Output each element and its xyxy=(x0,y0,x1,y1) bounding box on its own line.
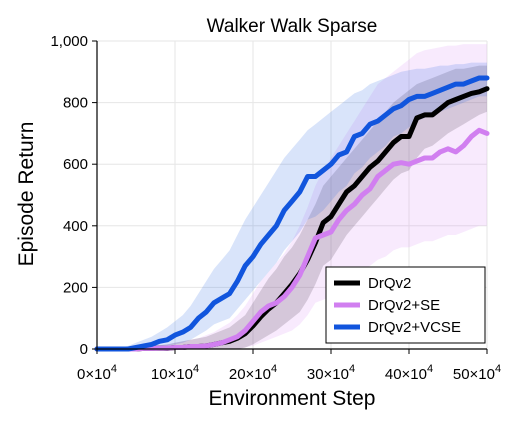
confidence-band xyxy=(97,62,487,349)
y-tick-label: 0 xyxy=(80,341,88,358)
x-tick-labels: 0×104 10×104 20×104 30×104 40×104 50×104 xyxy=(77,363,501,383)
legend-label: DrQv2+VCSE xyxy=(368,319,461,336)
legend: DrQv2 DrQv2+SE DrQv2+VCSE xyxy=(325,266,486,344)
series-lines xyxy=(94,75,490,352)
y-tick-label: 200 xyxy=(63,279,88,296)
axes xyxy=(92,40,488,354)
x-tick-label: 30×104 xyxy=(307,363,355,383)
confidence-bands xyxy=(97,44,487,349)
x-tick-label: 20×104 xyxy=(229,363,277,383)
y-axis-label: Episode Return xyxy=(15,122,38,267)
chart-title: Walker Walk Sparse xyxy=(207,16,378,37)
legend-label: DrQv2 xyxy=(368,275,411,292)
series-line xyxy=(94,127,490,352)
y-tick-label: 400 xyxy=(63,218,88,235)
y-tick-label: 1,000 xyxy=(50,33,88,50)
grid-lines xyxy=(96,40,488,350)
series-line xyxy=(94,75,490,352)
x-tick-label: 10×104 xyxy=(151,363,199,383)
x-axis-label: Environment Step xyxy=(209,387,376,410)
y-tick-label: 600 xyxy=(63,156,88,173)
x-tick-label: 50×104 xyxy=(453,363,501,383)
x-tick-label: 40×104 xyxy=(385,363,433,383)
y-tick-labels: 0 200 400 600 800 1,000 xyxy=(50,33,88,358)
y-tick-label: 800 xyxy=(63,95,88,112)
legend-label: DrQv2+SE xyxy=(368,297,440,314)
x-tick-label: 0×104 xyxy=(77,363,117,383)
confidence-band xyxy=(97,44,487,349)
confidence-band xyxy=(97,65,487,349)
